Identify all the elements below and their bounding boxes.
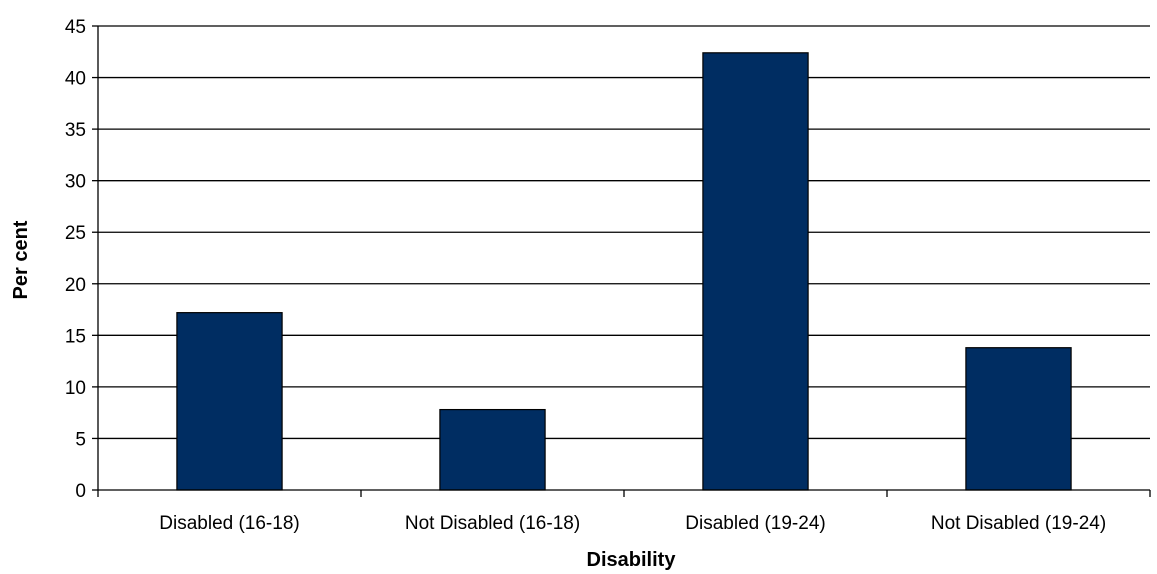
y-tick-label-40: 40 bbox=[65, 69, 86, 90]
y-tick-label-35: 35 bbox=[65, 120, 86, 141]
y-tick-label-30: 30 bbox=[65, 172, 86, 193]
y-tick-label-10: 10 bbox=[65, 378, 86, 399]
bar-3 bbox=[702, 52, 809, 491]
y-tick-label-0: 0 bbox=[75, 481, 86, 502]
bars bbox=[176, 52, 1072, 491]
y-tick-label-5: 5 bbox=[75, 429, 86, 450]
x-tick-label-2: Not Disabled (16-18) bbox=[405, 513, 580, 534]
x-tick-label-4: Not Disabled (19-24) bbox=[931, 513, 1106, 534]
y-tick-labels: 0 5 10 15 20 25 30 35 40 45 bbox=[65, 17, 86, 502]
axes bbox=[92, 25, 1151, 497]
y-tick-label-20: 20 bbox=[65, 275, 86, 296]
bar-1 bbox=[176, 312, 283, 491]
x-tick-label-1: Disabled (16-18) bbox=[159, 513, 299, 534]
x-tick-labels: Disabled (16-18) Not Disabled (16-18) Disa… bbox=[159, 513, 1106, 534]
x-axis-title: Disability bbox=[587, 549, 677, 571]
y-tick-label-15: 15 bbox=[65, 326, 86, 347]
y-tick-label-45: 45 bbox=[65, 17, 86, 38]
x-tick-label-3: Disabled (19-24) bbox=[685, 513, 825, 534]
bar-4 bbox=[965, 347, 1072, 491]
bar-2 bbox=[439, 408, 546, 491]
y-axis-title: Per cent bbox=[10, 220, 32, 299]
y-tick-label-25: 25 bbox=[65, 223, 86, 244]
